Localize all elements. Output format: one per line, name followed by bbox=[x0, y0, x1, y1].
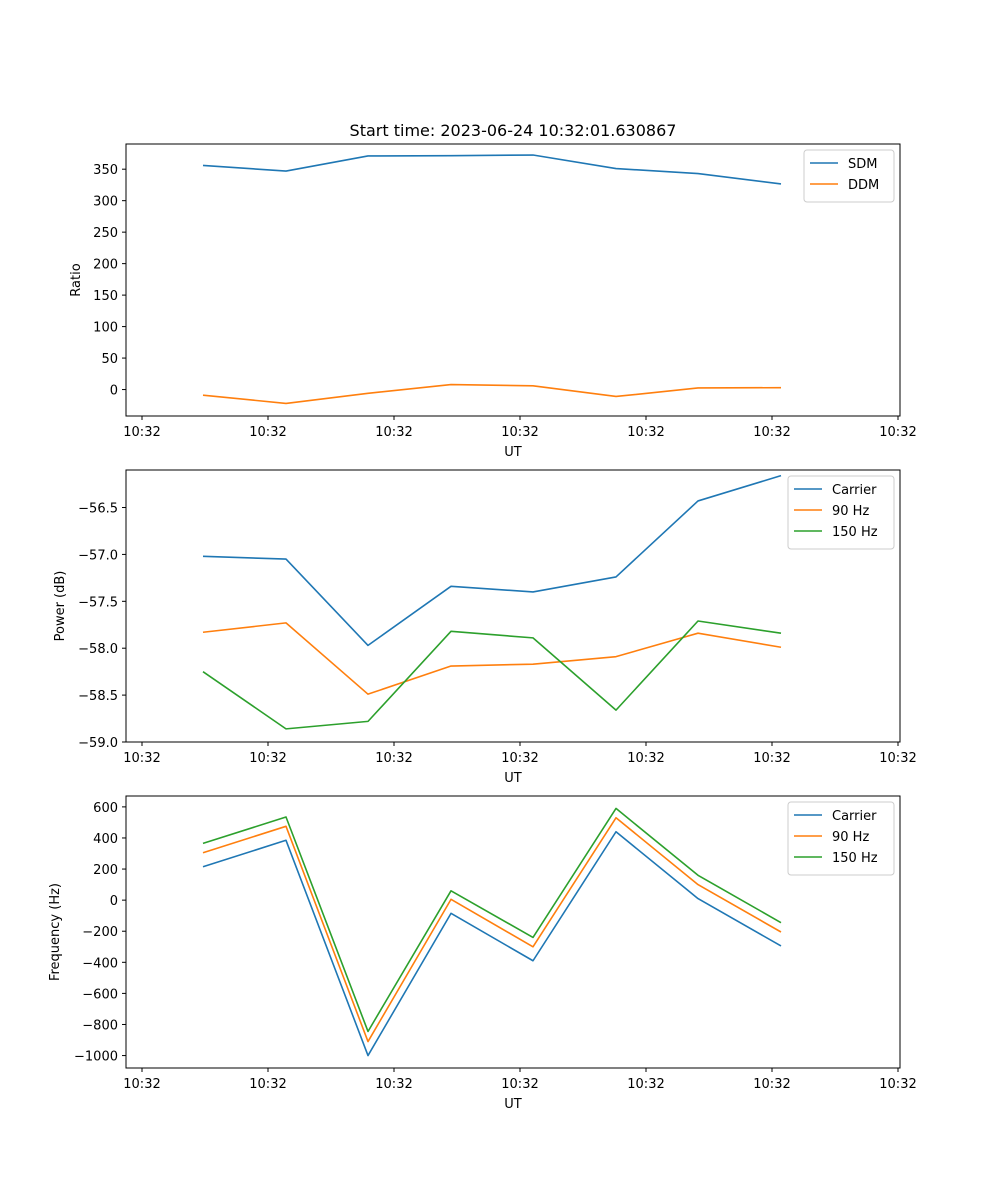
y-tick-label: 100 bbox=[93, 321, 118, 336]
chart-panel-1: 10:32 10:32 10:32 10:32 10:32 10:32 10:32 0 50 10… bbox=[69, 143, 917, 460]
y-tick-label: 250 bbox=[93, 226, 118, 241]
y-tick-label: −600 bbox=[82, 987, 118, 1002]
y-tick-label: 400 bbox=[93, 832, 118, 847]
legend-label: 90 Hz bbox=[832, 504, 869, 519]
figure-title: Start time: 2023-06-24 10:32:01.630867 bbox=[350, 121, 677, 140]
y-tick-label: −59.0 bbox=[78, 736, 118, 751]
x-axis-label: UT bbox=[504, 1097, 522, 1112]
x-tick-label: 10:32 bbox=[627, 1077, 664, 1092]
legend-label: SDM bbox=[848, 157, 877, 172]
x-tick-label: 10:32 bbox=[123, 751, 160, 766]
legend: SDM DDM bbox=[803, 149, 895, 203]
y-axis-label: Ratio bbox=[69, 263, 84, 296]
y-tick-label: −56.5 bbox=[78, 502, 118, 517]
chart-panel-2: 10:32 10:32 10:32 10:32 10:32 10:32 10:32 −59.0… bbox=[53, 469, 917, 786]
series-line-sdm bbox=[202, 154, 782, 185]
x-tick-label: 10:32 bbox=[879, 425, 916, 440]
y-tick-label: 350 bbox=[93, 163, 118, 178]
x-tick-label: 10:32 bbox=[879, 751, 916, 766]
y-tick-label: 200 bbox=[93, 863, 118, 878]
y-tick-label: 200 bbox=[93, 258, 118, 273]
y-tick-label: 600 bbox=[93, 801, 118, 816]
y-tick-label: −800 bbox=[82, 1018, 118, 1033]
y-tick-label: 50 bbox=[101, 352, 118, 367]
y-tick-label: −57.0 bbox=[78, 548, 118, 563]
x-tick-label: 10:32 bbox=[375, 751, 412, 766]
x-tick-label: 10:32 bbox=[249, 751, 286, 766]
x-tick-label: 10:32 bbox=[501, 425, 538, 440]
y-tick-label: −1000 bbox=[74, 1050, 118, 1065]
y-tick-label: −58.0 bbox=[78, 642, 118, 657]
x-tick-label: 10:32 bbox=[879, 1077, 916, 1092]
series-line-90-hz bbox=[202, 816, 782, 1043]
legend-label: DDM bbox=[848, 178, 879, 193]
x-tick-label: 10:32 bbox=[753, 751, 790, 766]
legend: Carrier 90 Hz 150 Hz bbox=[787, 475, 895, 550]
x-axis-label: UT bbox=[504, 445, 522, 460]
axes-frame bbox=[125, 143, 901, 417]
series-line-ddm bbox=[202, 383, 782, 405]
x-tick-label: 10:32 bbox=[753, 1077, 790, 1092]
series-line-carrier bbox=[202, 474, 782, 647]
x-tick-label: 10:32 bbox=[375, 425, 412, 440]
y-tick-label: −400 bbox=[82, 956, 118, 971]
y-tick-label: 150 bbox=[93, 289, 118, 304]
series-line-150-hz bbox=[202, 807, 782, 1033]
x-tick-label: 10:32 bbox=[753, 425, 790, 440]
y-tick-label: 300 bbox=[93, 195, 118, 210]
y-tick-label: −58.5 bbox=[78, 689, 118, 704]
y-tick-label: 0 bbox=[110, 384, 118, 399]
series-line-carrier bbox=[202, 830, 782, 1057]
x-axis-label: UT bbox=[504, 771, 522, 786]
x-tick-label: 10:32 bbox=[249, 1077, 286, 1092]
y-axis-label: Power (dB) bbox=[53, 571, 68, 642]
chart-panel-3: 10:32 10:32 10:32 10:32 10:32 10:32 10:32 −1000… bbox=[48, 795, 917, 1112]
y-tick-label: −200 bbox=[82, 925, 118, 940]
x-tick-label: 10:32 bbox=[123, 425, 160, 440]
x-tick-label: 10:32 bbox=[375, 1077, 412, 1092]
x-tick-label: 10:32 bbox=[627, 751, 664, 766]
x-tick-label: 10:32 bbox=[501, 1077, 538, 1092]
series-line-90-hz bbox=[202, 622, 782, 695]
legend-label: 150 Hz bbox=[832, 851, 878, 866]
y-tick-label: −57.5 bbox=[78, 595, 118, 610]
series-line-150-hz bbox=[202, 620, 782, 730]
legend-label: 90 Hz bbox=[832, 830, 869, 845]
y-tick-label: 0 bbox=[110, 894, 118, 909]
axes-frame bbox=[125, 795, 901, 1069]
legend-label: Carrier bbox=[832, 809, 877, 824]
x-tick-label: 10:32 bbox=[249, 425, 286, 440]
axes-frame bbox=[125, 469, 901, 743]
y-axis-label: Frequency (Hz) bbox=[48, 883, 63, 981]
x-tick-label: 10:32 bbox=[123, 1077, 160, 1092]
legend: Carrier 90 Hz 150 Hz bbox=[787, 801, 895, 876]
legend-label: Carrier bbox=[832, 483, 877, 498]
plot-panels: 10:32 10:32 10:32 10:32 10:32 10:32 10:32 0 50 10… bbox=[48, 143, 917, 1112]
x-tick-label: 10:32 bbox=[627, 425, 664, 440]
x-tick-label: 10:32 bbox=[501, 751, 538, 766]
legend-label: 150 Hz bbox=[832, 525, 878, 540]
